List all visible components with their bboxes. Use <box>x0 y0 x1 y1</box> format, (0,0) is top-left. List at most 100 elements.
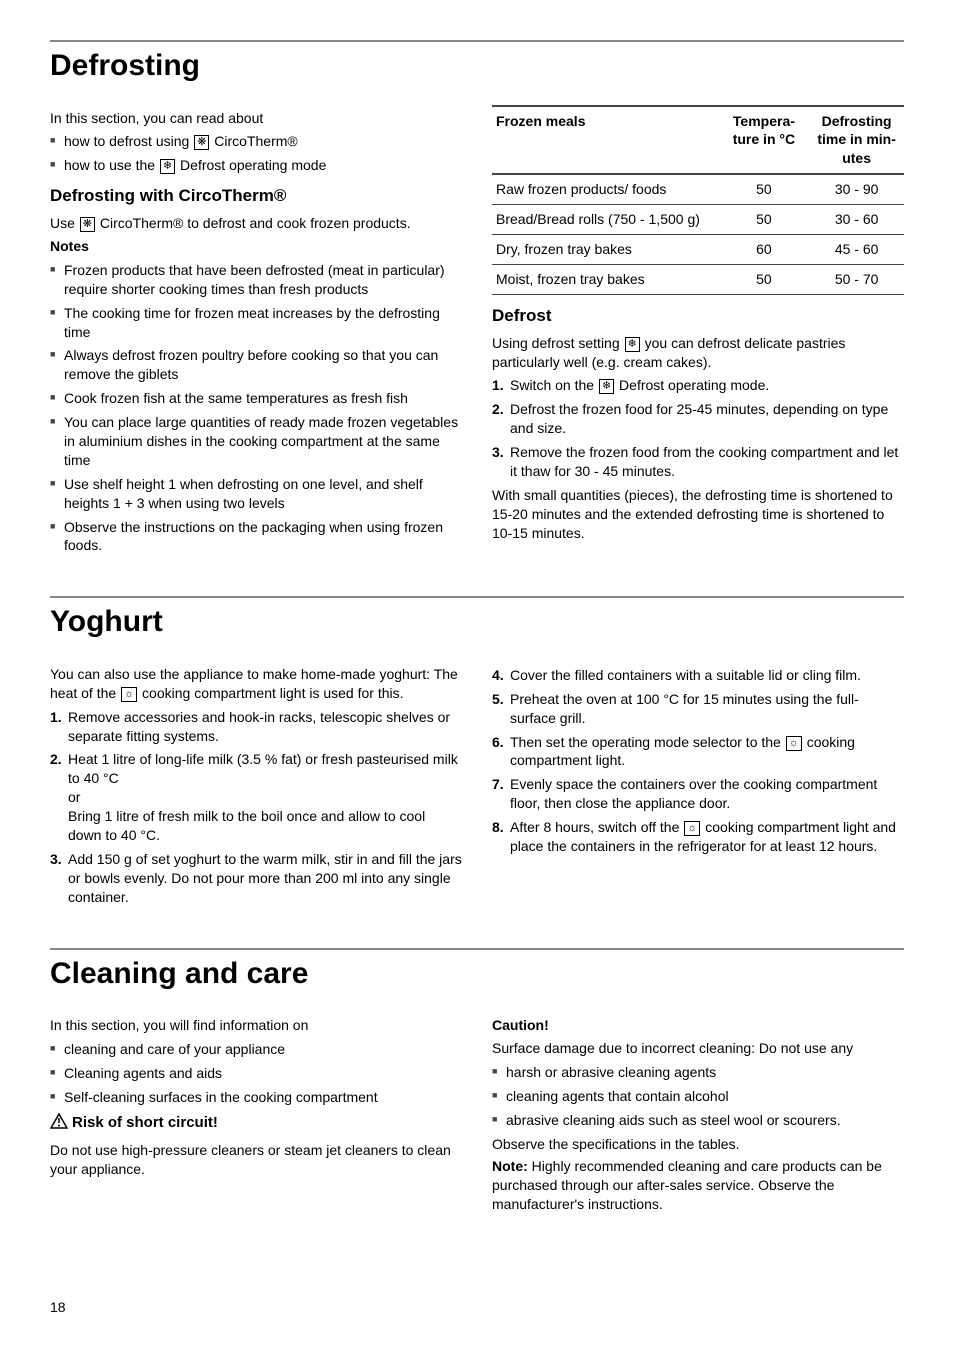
defrost-icon: ❄ <box>599 379 614 394</box>
yoghurt-intro: You can also use the appliance to make h… <box>50 665 462 703</box>
step-item: Remove accessories and hook-in racks, te… <box>50 708 462 746</box>
defrosting-intro: In this section, you can read about <box>50 109 462 128</box>
observe-line: Observe the specifications in the tables… <box>492 1135 904 1154</box>
text: cooking compartment light is used for th… <box>138 685 403 701</box>
table-row: Bread/Bread rolls (750 - 1,500 g) 50 30 … <box>492 205 904 235</box>
step-item: Cover the filled containers with a suita… <box>492 666 904 685</box>
step-item: Defrost the frozen food for 25-45 minute… <box>492 400 904 438</box>
defrost-mode-steps: Switch on the ❄ Defrost operating mode. … <box>492 376 904 480</box>
table-row: Raw frozen products/ foods 50 30 - 90 <box>492 174 904 204</box>
heading-defrosting: Defrosting <box>50 46 904 87</box>
list-item: harsh or abrasive cleaning agents <box>492 1063 904 1082</box>
section-rule <box>50 948 904 950</box>
step-item: Then set the operating mode selector to … <box>492 733 904 771</box>
list-item: how to defrost using ❋ CircoTherm® <box>50 132 462 151</box>
heading-cleaning: Cleaning and care <box>50 954 904 995</box>
list-item: abrasive cleaning aids such as steel woo… <box>492 1111 904 1130</box>
text: Defrost operating mode. <box>615 377 769 393</box>
risk-heading-text: Risk of short circuit! <box>72 1114 218 1131</box>
text: Use <box>50 215 79 231</box>
text: CircoTherm® to defrost and cook frozen p… <box>96 215 411 231</box>
risk-body: Do not use high-pressure cleaners or ste… <box>50 1141 462 1179</box>
table-header-row: Frozen meals Tempera­ture in °C Defrosti… <box>492 106 904 175</box>
risk-heading: Risk of short circuit! <box>50 1113 462 1135</box>
defrost-mode-intro: Using defrost setting ❄ you can defrost … <box>492 334 904 372</box>
heading-defrost-mode: Defrost <box>492 305 904 328</box>
cleaning-columns: In this section, you will find informati… <box>50 1012 904 1218</box>
cell: 60 <box>719 234 810 264</box>
list-item: cleaning and care of your appliance <box>50 1040 462 1059</box>
text: After 8 hours, switch off the <box>510 819 683 835</box>
list-item: You can place large quantities of ready … <box>50 413 462 470</box>
cleaning-right-col: Caution! Surface damage due to incorrect… <box>492 1012 904 1218</box>
step-item: Preheat the oven at 100 °C for 15 minute… <box>492 690 904 728</box>
section-rule <box>50 596 904 598</box>
defrosting-right-col: Frozen meals Tempera­ture in °C Defrosti… <box>492 105 904 561</box>
cell: 50 <box>719 264 810 294</box>
fan-icon: ❋ <box>194 135 209 150</box>
step-item: Heat 1 litre of long-life milk (3.5 % fa… <box>50 750 462 844</box>
list-item: The cooking time for frozen meat increas… <box>50 304 462 342</box>
yoghurt-right-col: Cover the filled containers with a suita… <box>492 661 904 912</box>
col-header: Tempera­ture in °C <box>719 106 810 175</box>
cell: Moist, frozen tray bakes <box>492 264 719 294</box>
cleaning-intro: In this section, you will find informati… <box>50 1016 462 1035</box>
list-item: Use shelf height 1 when defrosting on on… <box>50 475 462 513</box>
defrosting-intro-bullets: how to defrost using ❋ CircoTherm® how t… <box>50 132 462 175</box>
text: CircoTherm® <box>210 133 297 149</box>
heading-yoghurt: Yoghurt <box>50 602 904 643</box>
table-row: Moist, frozen tray bakes 50 50 - 70 <box>492 264 904 294</box>
defrosting-left-col: In this section, you can read about how … <box>50 105 462 561</box>
yoghurt-columns: You can also use the appliance to make h… <box>50 661 904 912</box>
cleaning-note: Note: Highly recommended cleaning and ca… <box>492 1157 904 1214</box>
list-item: Always defrost frozen poultry before coo… <box>50 346 462 384</box>
text: Then set the operating mode selector to … <box>510 734 785 750</box>
list-item: Frozen products that have been defrosted… <box>50 261 462 299</box>
caution-bullets: harsh or abrasive cleaning agents cleani… <box>492 1063 904 1130</box>
caution-heading: Caution! <box>492 1016 904 1035</box>
light-icon: ☼ <box>121 687 137 702</box>
step-item: Evenly space the containers over the coo… <box>492 775 904 813</box>
light-icon: ☼ <box>786 736 802 751</box>
step-item: After 8 hours, switch off the ☼ cooking … <box>492 818 904 856</box>
cell: 30 - 60 <box>809 205 904 235</box>
heading-circotherm: Defrosting with CircoTherm® <box>50 185 462 208</box>
section-yoghurt: Yoghurt You can also use the appliance t… <box>50 596 904 911</box>
list-item: Observe the instructions on the packagin… <box>50 518 462 556</box>
defrost-icon: ❄ <box>160 159 175 174</box>
note-label: Note: <box>492 1158 532 1174</box>
caution-intro: Surface damage due to incorrect cleaning… <box>492 1039 904 1058</box>
circo-use-line: Use ❋ CircoTherm® to defrost and cook fr… <box>50 214 462 233</box>
cleaning-left-col: In this section, you will find informati… <box>50 1012 462 1218</box>
cleaning-intro-bullets: cleaning and care of your appliance Clea… <box>50 1040 462 1107</box>
section-cleaning: Cleaning and care In this section, you w… <box>50 948 904 1219</box>
note-body: Highly recommended cleaning and care pro… <box>492 1158 882 1212</box>
notes-label: Notes <box>50 237 462 256</box>
circo-notes-list: Frozen products that have been defrosted… <box>50 261 462 555</box>
page-number: 18 <box>50 1298 904 1317</box>
cell: 45 - 60 <box>809 234 904 264</box>
frozen-meals-table: Frozen meals Tempera­ture in °C Defrosti… <box>492 105 904 295</box>
text: Defrost operating mode <box>176 157 326 173</box>
list-item: how to use the ❄ Defrost operating mode <box>50 156 462 175</box>
yoghurt-left-steps: Remove accessories and hook-in racks, te… <box>50 708 462 907</box>
text: Using defrost setting <box>492 335 624 351</box>
cell: 50 <box>719 174 810 204</box>
section-defrosting: Defrosting In this section, you can read… <box>50 40 904 560</box>
defrost-mode-tail: With small quantities (pieces), the defr… <box>492 486 904 543</box>
cell: Dry, frozen tray bakes <box>492 234 719 264</box>
fan-icon: ❋ <box>80 217 95 232</box>
section-rule <box>50 40 904 42</box>
step-item: Add 150 g of set yoghurt to the warm mil… <box>50 850 462 907</box>
cell: 50 - 70 <box>809 264 904 294</box>
col-header: Defrosting time in min­utes <box>809 106 904 175</box>
yoghurt-left-col: You can also use the appliance to make h… <box>50 661 462 912</box>
table-row: Dry, frozen tray bakes 60 45 - 60 <box>492 234 904 264</box>
cell: Raw frozen products/ foods <box>492 174 719 204</box>
list-item: cleaning agents that contain alcohol <box>492 1087 904 1106</box>
list-item: Self-cleaning surfaces in the cooking co… <box>50 1088 462 1107</box>
col-header: Frozen meals <box>492 106 719 175</box>
cell: 50 <box>719 205 810 235</box>
step-item: Switch on the ❄ Defrost operating mode. <box>492 376 904 395</box>
defrosting-columns: In this section, you can read about how … <box>50 105 904 561</box>
